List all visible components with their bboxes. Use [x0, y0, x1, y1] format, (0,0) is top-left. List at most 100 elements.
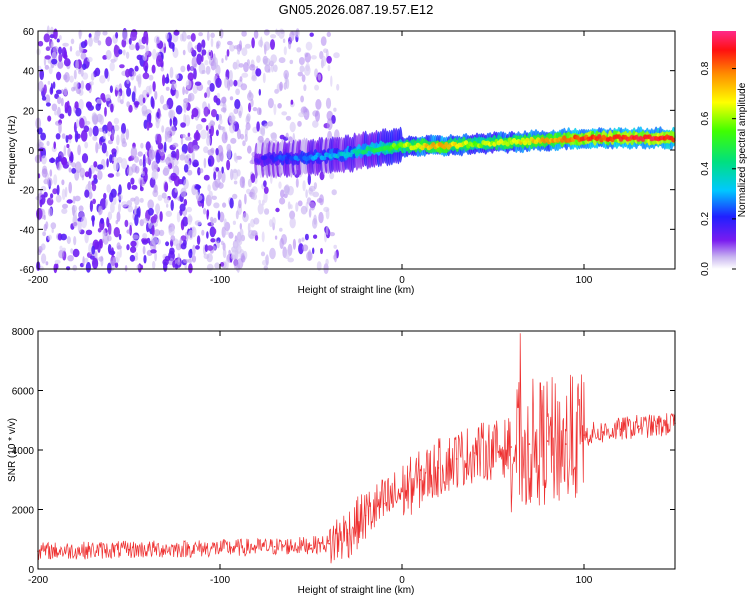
spectrogram-noise-blob	[285, 115, 292, 121]
spectrogram-noise-blob	[55, 133, 61, 140]
spectrogram-noise-blob	[47, 207, 53, 217]
spectrogram-noise-blob	[139, 158, 143, 167]
spectrogram-noise-blob	[151, 171, 157, 180]
spectrogram-noise-blob	[221, 96, 227, 104]
spectrogram-noise-blob	[192, 244, 196, 256]
spectrogram-noise-blob	[209, 226, 216, 238]
spectrogram-noise-blob	[113, 45, 121, 58]
spectrogram-noise-blob	[180, 136, 184, 146]
spectrogram-noise-blob	[187, 214, 193, 226]
spectrogram-noise-blob	[165, 241, 170, 247]
spectrogram-noise-blob	[100, 217, 104, 224]
spectrogram-noise-blob	[282, 38, 286, 44]
spectrogram-noise-blob	[63, 54, 68, 60]
spectrogram-noise-blob	[241, 30, 247, 37]
spectrogram-noise-blob	[152, 260, 156, 270]
spectrogram-noise-blob	[76, 119, 79, 128]
spectrogram-noise-blob	[41, 96, 47, 101]
spectrogram-noise-blob	[180, 235, 187, 241]
spectrogram-noise-blob	[289, 121, 296, 133]
spectrogram-noise-blob	[162, 103, 169, 111]
spectrogram-noise-blob	[250, 173, 256, 184]
spectrogram-noise-blob	[65, 135, 69, 143]
spectrogram-noise-blob	[298, 112, 305, 118]
spectrogram-noise-blob	[50, 41, 54, 48]
spectrogram-noise-blob	[306, 251, 313, 262]
spectrogram-noise-blob	[149, 177, 156, 188]
spectrogram-noise-blob	[125, 68, 131, 78]
spectrogram-noise-blob	[40, 132, 46, 141]
spectrogram-noise-blob	[227, 147, 232, 160]
spectrogram-noise-blob	[61, 157, 67, 166]
spectrogram-noise-blob	[61, 133, 66, 140]
spectrogram-noise-blob	[92, 216, 95, 227]
spectrogram-noise-blob	[153, 184, 156, 194]
spectrogram-noise-blob	[181, 151, 186, 160]
spectrogram-noise-blob	[297, 71, 303, 77]
spectrogram-noise-blob	[236, 169, 241, 177]
spectrogram-noise-blob	[126, 244, 130, 251]
spectrogram-noise-blob	[206, 253, 213, 263]
spectrogram-noise-blob	[307, 174, 311, 186]
spectrogram-noise-blob	[217, 210, 221, 221]
spectrogram-noise-blob	[163, 141, 167, 153]
spectrogram-noise-blob	[331, 189, 337, 196]
spectrogram-noise-blob	[153, 214, 158, 221]
spectrogram-noise-blob	[308, 208, 312, 218]
spectrogram-noise-blob	[213, 202, 220, 209]
spectrogram-noise-blob	[195, 245, 200, 250]
spectrogram-noise-blob	[329, 172, 335, 180]
spectrogram-noise-blob	[120, 158, 128, 170]
spectrogram-noise-blob	[137, 73, 142, 85]
spectrogram-noise-blob	[273, 103, 277, 116]
spectrogram-noise-blob	[260, 125, 266, 135]
spectrogram-noise-blob	[134, 214, 139, 227]
spectrogram-noise-blob	[70, 38, 75, 45]
spectrogram-noise-blob	[141, 170, 146, 177]
spectrogram-noise-blob	[193, 131, 201, 141]
spectrogram-noise-blob	[120, 99, 124, 105]
spectrogram-xtick-label: 0	[399, 275, 405, 286]
spectrogram-noise-blob	[118, 203, 121, 213]
spectrogram-noise-blob	[56, 162, 61, 171]
spectrogram-noise-blob	[84, 171, 90, 178]
spectrogram-noise-blob	[120, 132, 126, 144]
spectrogram-noise-blob	[63, 58, 71, 67]
spectrogram-noise-blob	[301, 237, 305, 242]
spectrogram-noise-blob	[127, 205, 133, 213]
spectrogram-noise-blob	[131, 70, 137, 77]
spectrogram-noise-blob	[206, 263, 214, 271]
spectrogram-noise-blob	[241, 255, 246, 263]
spectrogram-noise-blob	[230, 168, 234, 181]
spectrogram-noise-blob	[153, 164, 159, 170]
spectrogram-noise-blob	[234, 99, 241, 110]
spectrogram-noise-blob	[92, 135, 98, 141]
spectrogram-noise-blob	[45, 221, 49, 230]
spectrogram-noise-blob	[203, 146, 209, 154]
spectrogram-noise-blob	[51, 58, 58, 65]
spectrogram-noise-blob	[278, 28, 285, 39]
spectrogram-noise-blob	[130, 177, 135, 185]
spectrogram-xtick-label: -200	[28, 275, 48, 286]
spectrogram-noise-blob	[134, 65, 139, 72]
spectrogram-noise-blob	[153, 35, 161, 44]
spectrogram-noise-blob	[244, 43, 251, 49]
spectrogram-noise-blob	[71, 205, 78, 213]
spectrogram-noise-blob	[326, 55, 332, 64]
spectrogram-noise-blob	[169, 117, 172, 127]
spectrogram-noise-blob	[180, 187, 187, 198]
snr-ytick-label: 8000	[12, 327, 35, 338]
spectrogram-noise-blob	[237, 50, 241, 55]
spectrogram-noise-blob	[155, 118, 160, 129]
snr-point	[583, 434, 585, 436]
spectrogram-noise-blob	[214, 178, 221, 188]
spectrogram-noise-blob	[310, 55, 317, 60]
spectrogram-noise-blob	[89, 200, 93, 212]
spectrogram-noise-blob	[246, 59, 250, 66]
spectrogram-noise-blob	[182, 216, 189, 227]
spectrogram-noise-blob	[66, 199, 73, 204]
spectrogram-noise-blob	[187, 41, 193, 53]
snr-point	[419, 479, 422, 481]
spectrogram-noise-blob	[155, 203, 161, 214]
